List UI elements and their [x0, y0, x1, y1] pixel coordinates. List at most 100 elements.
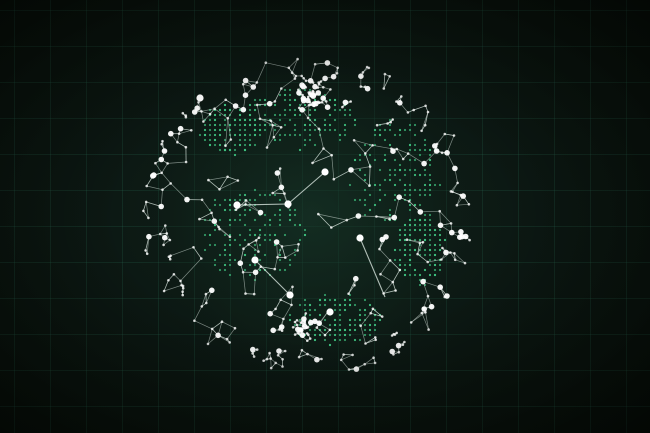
network-node	[392, 332, 396, 336]
network-node	[369, 311, 373, 315]
network-node	[440, 151, 444, 155]
network-node	[345, 218, 349, 222]
land-dot	[243, 213, 247, 217]
land-dot	[238, 193, 242, 197]
network-node	[441, 246, 444, 250]
land-dot	[208, 138, 212, 142]
land-dot	[418, 273, 422, 277]
land-dot	[258, 268, 262, 272]
land-dot	[403, 233, 407, 237]
land-dot	[383, 128, 387, 132]
network-node	[264, 61, 268, 64]
land-dot	[278, 93, 282, 97]
network-node	[368, 165, 372, 168]
land-dot	[228, 123, 232, 127]
network-node	[162, 234, 168, 241]
network-node	[313, 62, 317, 66]
land-dot	[413, 143, 417, 147]
network-node	[162, 289, 166, 293]
land-dot	[218, 133, 222, 137]
land-dot	[348, 303, 352, 307]
network-node	[205, 301, 208, 305]
land-dot	[228, 148, 232, 152]
network-node	[437, 284, 444, 291]
network-node	[452, 134, 456, 137]
land-dot	[358, 158, 362, 162]
network-node	[412, 108, 416, 112]
land-dot	[423, 223, 427, 227]
land-dot	[233, 218, 237, 222]
network-node	[401, 343, 405, 347]
network-node	[274, 361, 278, 365]
network-node	[220, 320, 224, 324]
network-node	[353, 284, 356, 287]
land-dot	[403, 128, 407, 132]
land-dot	[338, 328, 342, 332]
network-node	[269, 366, 273, 370]
network-node	[146, 233, 152, 240]
land-dot	[248, 273, 252, 277]
network-node	[215, 332, 221, 339]
land-dot	[358, 308, 362, 312]
land-dot	[373, 133, 377, 137]
network-node	[287, 66, 291, 70]
land-dot	[363, 178, 367, 182]
land-dot	[253, 263, 257, 267]
network-node	[244, 199, 248, 202]
land-dot	[333, 308, 337, 312]
network-node	[395, 331, 399, 335]
land-dot	[403, 188, 407, 192]
land-dot	[308, 303, 312, 307]
network-node	[237, 260, 244, 267]
land-dot	[203, 233, 207, 237]
land-dot	[248, 143, 252, 147]
land-dot	[263, 123, 267, 127]
network-node	[297, 106, 301, 110]
land-dot	[293, 123, 297, 127]
land-dot	[338, 318, 342, 322]
network-node	[278, 324, 285, 330]
land-dot	[298, 318, 302, 322]
network-node	[468, 238, 471, 242]
network-node	[269, 119, 273, 123]
land-dot	[408, 263, 412, 267]
land-dot	[433, 183, 437, 187]
network-node	[242, 247, 245, 250]
network-node	[154, 161, 157, 165]
land-dot	[258, 128, 262, 132]
land-dot	[428, 163, 432, 167]
land-dot	[348, 323, 352, 327]
network-node	[160, 171, 163, 175]
land-dot	[303, 128, 307, 132]
land-dot	[283, 113, 287, 117]
land-dot	[303, 233, 307, 237]
network-node	[181, 286, 185, 290]
network-node	[211, 218, 218, 224]
land-dot	[233, 143, 237, 147]
network-node	[397, 100, 403, 106]
network-node	[278, 184, 285, 191]
land-dot	[278, 118, 282, 122]
land-dot	[288, 98, 292, 102]
land-dot	[348, 318, 352, 322]
land-dot	[288, 313, 292, 317]
land-dot	[343, 113, 347, 117]
network-node	[342, 353, 345, 356]
land-dot	[308, 313, 312, 317]
land-dot	[418, 203, 422, 207]
land-dot	[238, 133, 242, 137]
land-dot	[413, 218, 417, 222]
land-dot	[288, 213, 292, 217]
land-dot	[293, 223, 297, 227]
network-node	[192, 246, 195, 249]
network-node	[254, 239, 258, 242]
network-node	[299, 84, 303, 88]
land-dot	[363, 203, 367, 207]
network-node	[299, 329, 303, 332]
land-dot	[228, 238, 232, 242]
land-dot	[408, 128, 412, 132]
land-dot	[243, 253, 247, 257]
land-dot	[423, 173, 427, 177]
land-dot	[213, 263, 217, 267]
